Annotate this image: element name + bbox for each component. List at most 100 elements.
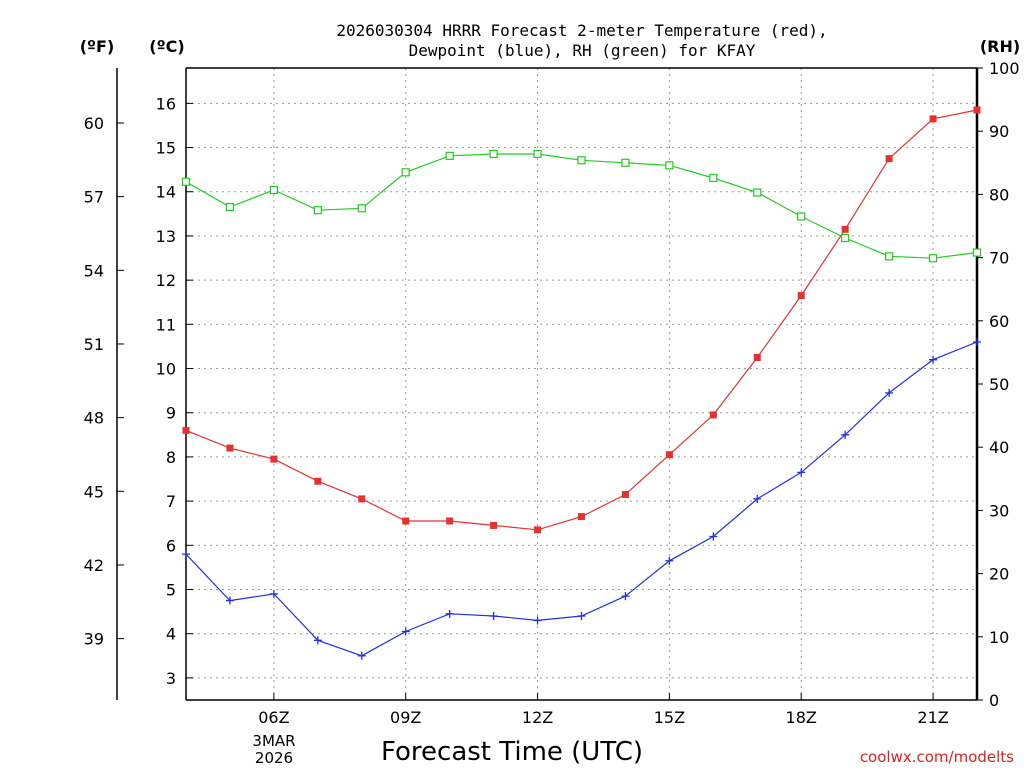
rh-tick-label: 50 <box>989 375 1009 394</box>
series <box>181 106 982 660</box>
rh-tick-label: 40 <box>989 438 1009 457</box>
2-meter-temperature-point <box>446 517 454 525</box>
rh-point <box>665 161 674 170</box>
dewpoint-point <box>621 592 630 601</box>
dewpoint-point <box>577 612 586 621</box>
rh-tick-label: 0 <box>989 691 999 710</box>
x-tick-label: 12Z <box>522 708 553 727</box>
2-meter-temperature-point <box>797 292 805 300</box>
rh-line <box>185 153 978 259</box>
rh-point <box>885 252 894 261</box>
dewpoint-point <box>929 355 938 364</box>
2-meter-temperature-point <box>534 526 542 534</box>
rh-tick-label: 60 <box>989 312 1009 331</box>
2-meter-temperature-point <box>885 155 893 163</box>
x-tick-label: 09Z <box>390 708 421 727</box>
rh-point <box>841 233 850 243</box>
rh-tick-label: 80 <box>989 185 1009 204</box>
rh-point <box>401 168 410 177</box>
rh-point <box>709 173 718 183</box>
c-tick-label: 4 <box>166 625 176 644</box>
2-meter-temperature-point <box>621 490 629 498</box>
c-tick-label: 6 <box>166 536 176 555</box>
rh-point <box>621 158 630 167</box>
dewpoint-point <box>489 612 498 621</box>
dewpoint-point <box>709 532 718 541</box>
2-meter-temperature-point <box>314 477 322 485</box>
c-tick-label: 12 <box>156 271 176 290</box>
dewpoint-line <box>185 341 978 657</box>
c-tick-label: 5 <box>166 581 176 600</box>
2-meter-temperature-point <box>709 411 717 419</box>
rh-point <box>357 204 366 213</box>
rh-tick-label: 30 <box>989 501 1009 520</box>
chart-title-line1: 2026030304 HRRR Forecast 2-meter Tempera… <box>336 21 827 40</box>
dewpoint-point <box>753 494 762 503</box>
rh-tick-label: 10 <box>989 628 1009 647</box>
x-axis-title: Forecast Time (UTC) <box>381 737 643 767</box>
fahrenheit-unit-label: (ºF) <box>80 37 115 56</box>
rh-point <box>489 149 498 159</box>
f-tick-label: 54 <box>84 261 104 280</box>
2-meter-temperature-point <box>402 517 410 525</box>
c-tick-label: 11 <box>156 315 176 334</box>
c-tick-label: 10 <box>156 360 176 379</box>
rh-tick-label: 70 <box>989 249 1009 268</box>
f-tick-label: 45 <box>84 482 104 501</box>
c-tick-label: 8 <box>166 448 176 467</box>
f-tick-label: 42 <box>84 556 104 575</box>
dewpoint-point <box>797 468 806 477</box>
c-tick-label: 15 <box>156 139 176 158</box>
rh-point <box>797 212 806 221</box>
date-year-label: 2026 <box>255 749 293 767</box>
dewpoint-point <box>885 388 894 397</box>
2-meter-temperature-point <box>226 444 234 452</box>
dewpoint-point <box>973 338 981 347</box>
f-tick-label: 57 <box>84 188 104 207</box>
rh-tick-label: 90 <box>989 122 1009 141</box>
f-tick-label: 60 <box>84 114 104 133</box>
c-tick-label: 3 <box>166 669 176 688</box>
celsius-unit-label: (ºC) <box>149 37 184 56</box>
dewpoint-point <box>357 651 366 660</box>
chart-title-line2: Dewpoint (blue), RH (green) for KFAY <box>409 41 756 60</box>
rh-unit-label: (RH) <box>980 37 1020 56</box>
rh-tick-label: 100 <box>989 59 1020 78</box>
2-meter-temperature-point <box>490 521 498 529</box>
f-tick-label: 48 <box>84 409 104 428</box>
rh-point <box>533 149 542 159</box>
rh-point <box>577 156 586 165</box>
dewpoint-point <box>665 556 674 565</box>
credit-label: coolwx.com/modelts <box>860 748 1014 766</box>
dewpoint-point <box>841 430 850 439</box>
c-tick-label: 9 <box>166 404 176 423</box>
dewpoint-point <box>401 627 410 636</box>
rh-point <box>753 188 762 197</box>
rh-point <box>181 177 191 186</box>
rh-point <box>928 254 938 263</box>
dewpoint-point <box>445 609 454 618</box>
rh-point <box>972 248 982 257</box>
c-tick-label: 16 <box>156 94 176 113</box>
2-meter-temperature-point <box>973 106 981 114</box>
c-tick-label: 13 <box>156 227 176 246</box>
dewpoint-point <box>313 636 322 645</box>
2-meter-temperature-point <box>929 115 937 123</box>
f-tick-label: 39 <box>84 630 104 649</box>
rh-point <box>225 202 235 212</box>
dewpoint-point <box>225 596 234 605</box>
2-meter-temperature-point <box>358 495 366 503</box>
rh-tick-label: 20 <box>989 565 1009 584</box>
2-meter-temperature-point <box>753 353 761 361</box>
f-tick-label: 51 <box>84 335 104 354</box>
x-tick-label: 18Z <box>786 708 817 727</box>
2-meter-temperature-point <box>665 451 673 459</box>
dewpoint-point <box>182 550 190 559</box>
2-meter-temperature-point <box>270 455 278 463</box>
date-day-label: 3MAR <box>252 732 295 750</box>
dewpoint-point <box>533 616 542 625</box>
dewpoint-point <box>269 589 278 598</box>
rh-point <box>313 206 322 215</box>
